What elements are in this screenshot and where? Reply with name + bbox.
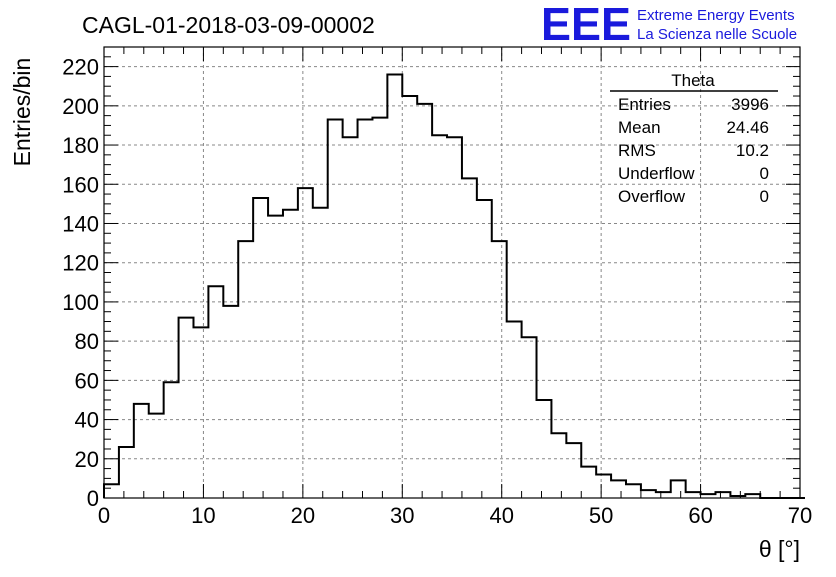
stats-label-underflow: Underflow [618, 164, 695, 183]
x-tick-label: 20 [291, 503, 315, 528]
stats-label-rms: RMS [618, 141, 656, 160]
histogram-bin [149, 414, 164, 498]
eee-logo-mark: EEE [541, 0, 631, 50]
y-tick-label: 180 [62, 133, 99, 158]
y-tick-label: 40 [75, 408, 99, 433]
histogram-bin [268, 216, 283, 498]
histogram-bin [193, 327, 208, 498]
eee-logo: EEE Extreme Energy Events La Scienza nel… [541, 0, 797, 50]
histogram-bin [343, 137, 358, 498]
grid-lines [104, 47, 800, 498]
histogram-bin [223, 306, 238, 498]
x-tick-label: 30 [390, 503, 414, 528]
histogram-bin [387, 74, 402, 498]
histogram-bin [671, 480, 686, 498]
histogram-bin [566, 443, 581, 498]
stats-label-entries: Entries [618, 95, 671, 114]
histogram-bin [537, 400, 552, 498]
x-tick-label: 0 [98, 503, 110, 528]
stats-value-entries: 3996 [731, 95, 769, 114]
histogram-series [103, 73, 805, 499]
histogram-bin [447, 137, 462, 498]
histogram-bin [522, 337, 537, 498]
histogram-bin [715, 492, 730, 498]
chart-title: CAGL-01-2018-03-09-00002 [82, 12, 375, 38]
x-axis-label: θ [°] [759, 536, 800, 562]
x-tick-label: 50 [589, 503, 613, 528]
stats-value-overflow: 0 [760, 187, 769, 206]
histogram-bin [626, 484, 641, 498]
histogram-bin [507, 322, 522, 498]
histogram-bin [462, 178, 477, 498]
stats-value-mean: 24.46 [726, 118, 769, 137]
histogram-bin [641, 490, 656, 498]
axis-ticks [103, 46, 801, 499]
stats-value-rms: 10.2 [736, 141, 769, 160]
eee-logo-line2: La Scienza nelle Scuole [637, 26, 797, 43]
histogram-bin [134, 404, 149, 498]
histogram-outline [103, 73, 805, 499]
x-tick-label: 70 [788, 503, 812, 528]
y-tick-label: 80 [75, 329, 99, 354]
x-tick-label: 40 [489, 503, 513, 528]
y-tick-label: 220 [62, 55, 99, 80]
y-tick-label: 140 [62, 211, 99, 236]
histogram-bin [238, 241, 253, 498]
histogram-bin [596, 474, 611, 498]
histogram-bin [358, 120, 373, 498]
stats-label-mean: Mean [618, 118, 661, 137]
y-tick-label: 200 [62, 94, 99, 119]
histogram-bin [283, 210, 298, 498]
histogram-bin [417, 104, 432, 498]
histogram-bin [313, 208, 328, 498]
stats-value-underflow: 0 [760, 164, 769, 183]
histogram-bin [328, 120, 343, 498]
histogram-bin [611, 480, 626, 498]
y-tick-label: 20 [75, 447, 99, 472]
histogram-bin [104, 484, 119, 498]
y-axis-label: Entries/bin [9, 58, 35, 167]
x-tick-label: 10 [191, 503, 215, 528]
histogram-bin [208, 286, 223, 498]
histogram-bin [164, 382, 179, 498]
stats-box: Theta Entries 3996 Mean 24.46 RMS 10.2 U… [610, 71, 778, 206]
histogram-bin [253, 198, 268, 498]
x-tick-label: 60 [688, 503, 712, 528]
histogram-bin [477, 200, 492, 498]
histogram-bin [432, 135, 447, 498]
histogram-bin [492, 241, 507, 498]
histogram-bin [402, 96, 417, 498]
histogram-bin [686, 492, 701, 498]
y-tick-label: 100 [62, 290, 99, 315]
x-tick-labels: 0 10 20 30 40 50 60 70 [98, 503, 812, 528]
histogram-bin [551, 433, 566, 498]
histogram-bin [179, 318, 194, 498]
y-tick-label: 160 [62, 172, 99, 197]
histogram-bin [119, 447, 134, 498]
histogram-bin [656, 492, 671, 498]
histogram-bin [581, 467, 596, 498]
eee-logo-line1: Extreme Energy Events [637, 7, 795, 24]
y-tick-label: 0 [87, 486, 99, 511]
stats-label-overflow: Overflow [618, 187, 686, 206]
stats-box-title: Theta [671, 71, 715, 90]
y-tick-label: 120 [62, 251, 99, 276]
histogram-bin [298, 188, 313, 498]
y-tick-labels: 0 20 40 60 80 100 120 140 160 180 200 220 [62, 55, 99, 511]
histogram-bin [372, 118, 387, 498]
y-tick-label: 60 [75, 368, 99, 393]
